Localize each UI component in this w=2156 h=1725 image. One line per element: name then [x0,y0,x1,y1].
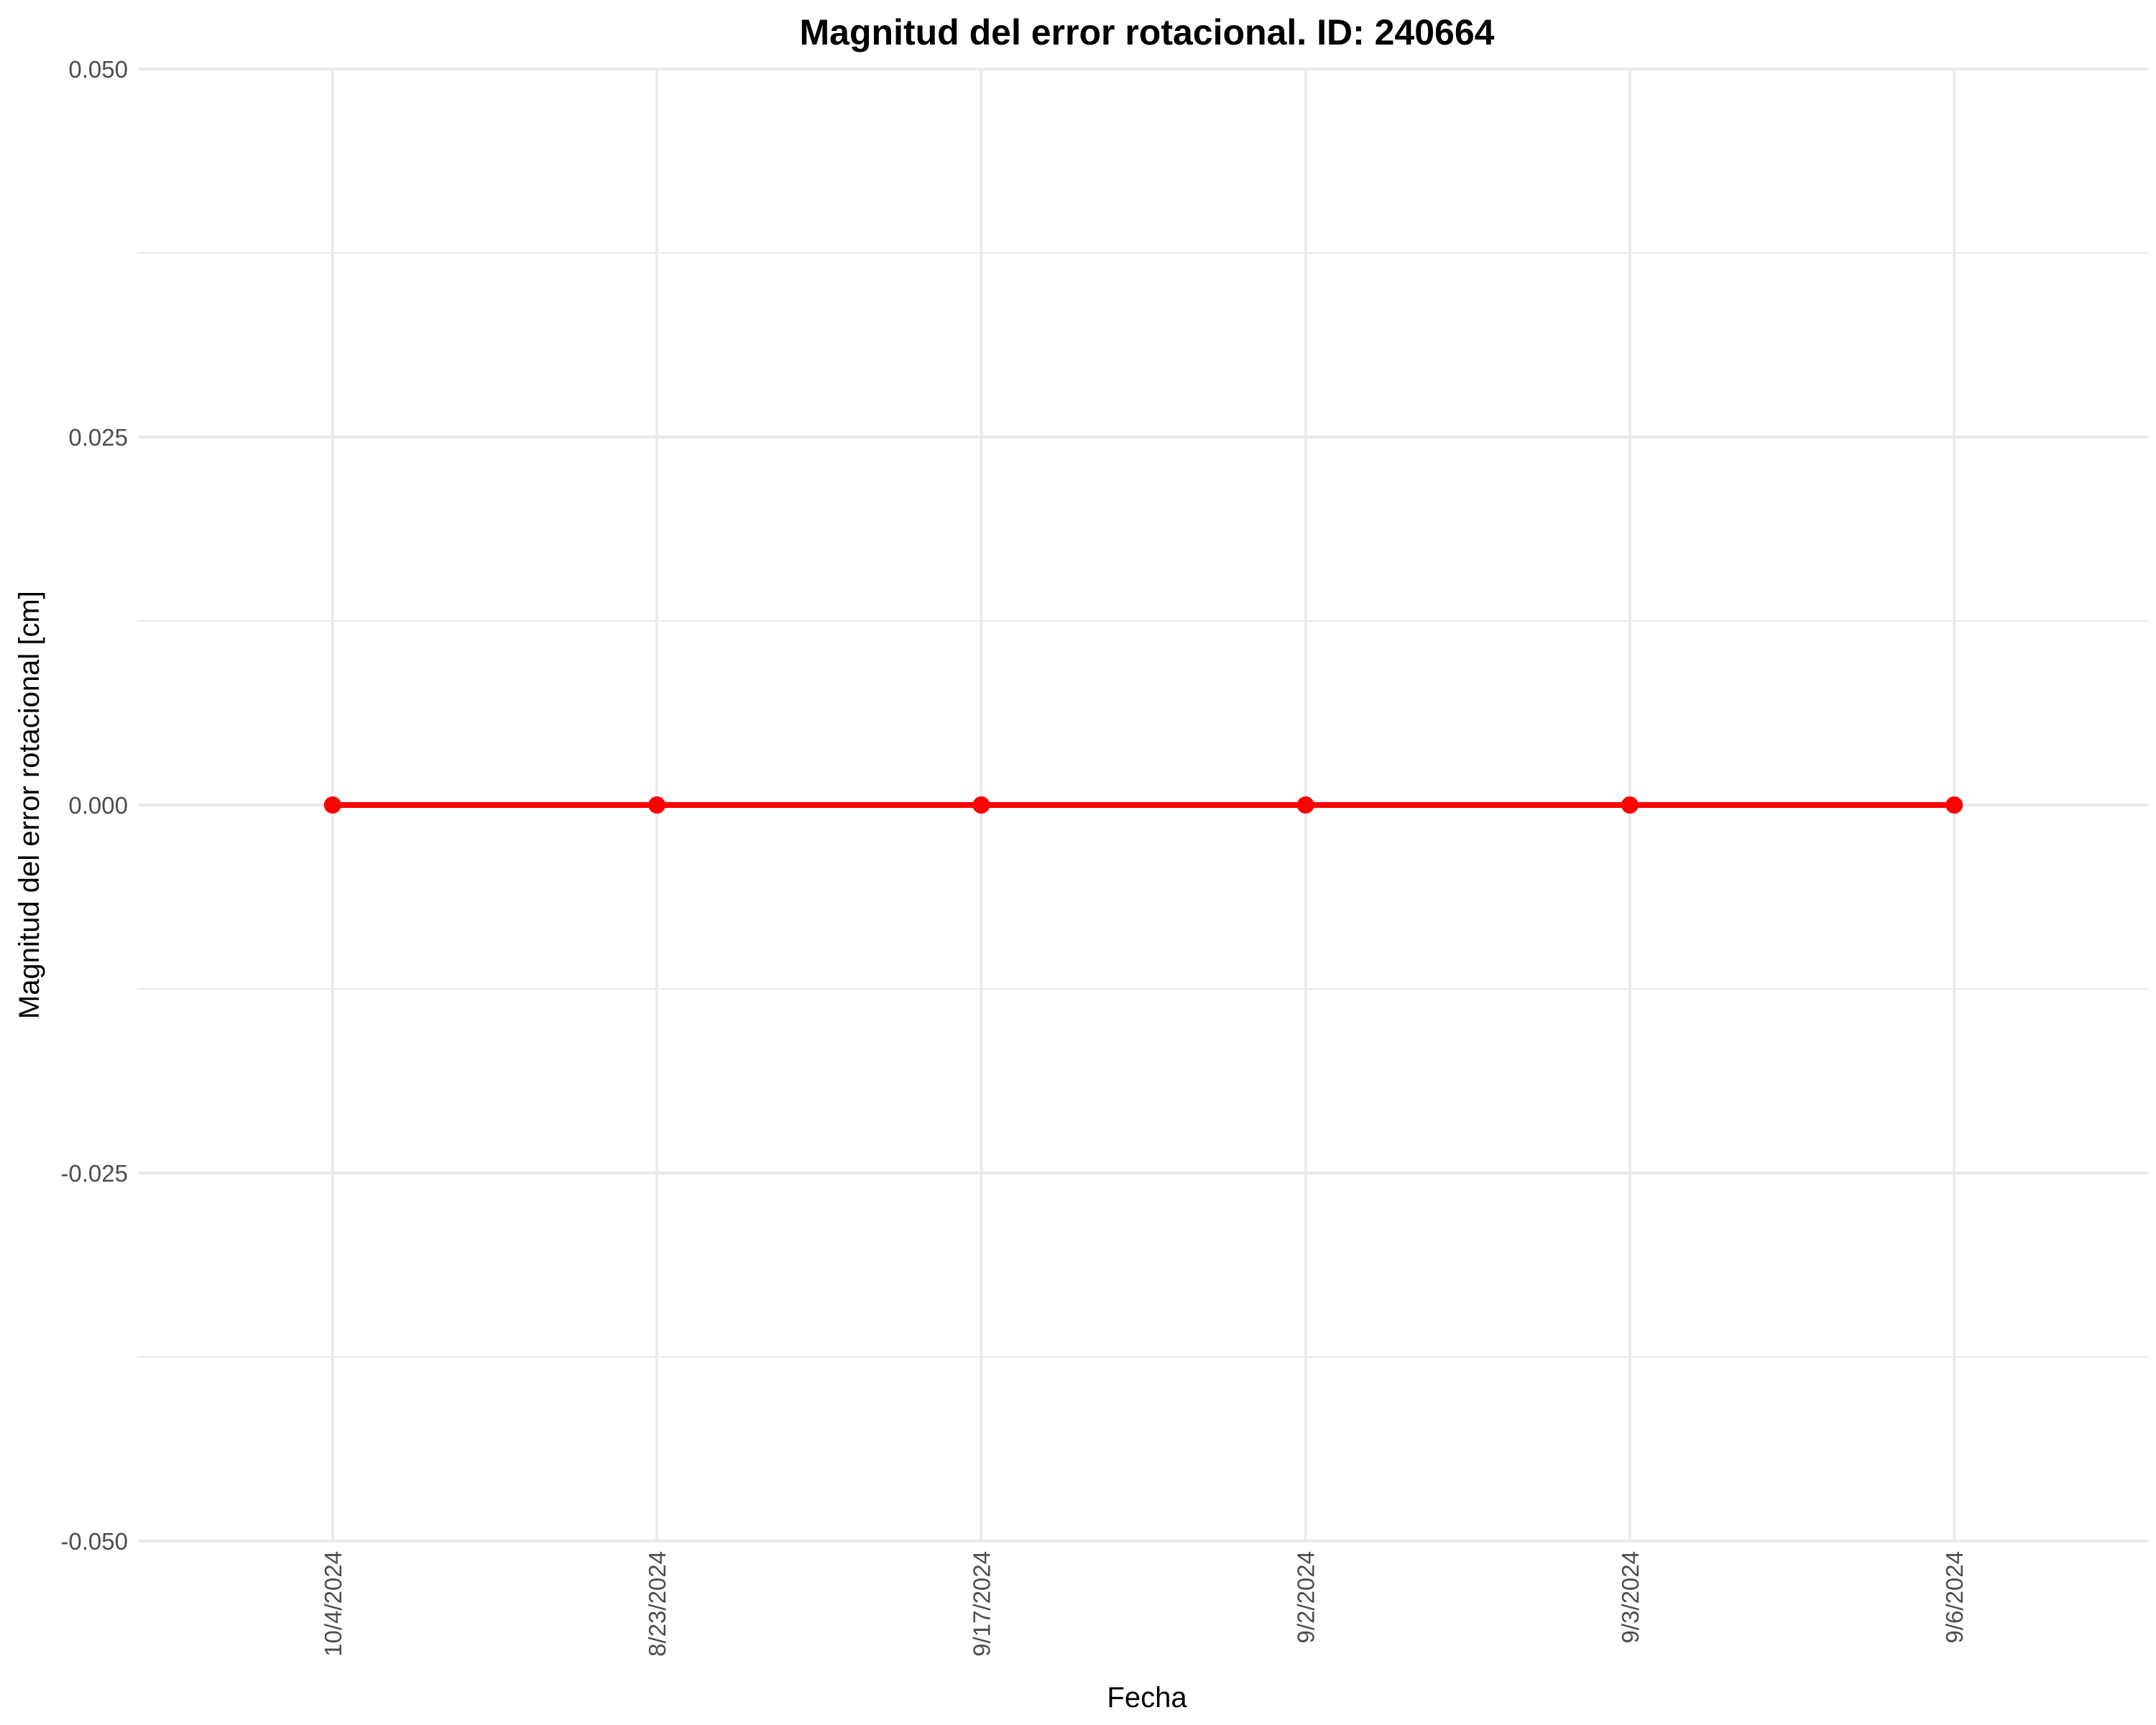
data-point [323,796,341,814]
y-axis-title: Magnitud del error rotacional [cm] [14,591,45,1019]
y-tick-label: -0.025 [60,1160,128,1187]
x-tick-label: 10/4/2024 [320,1551,346,1657]
data-point [1296,796,1314,814]
x-axis-title: Fecha [1107,1682,1187,1714]
data-point [648,796,666,814]
y-tick-label: 0.025 [68,424,128,451]
series-layer [323,796,1963,814]
data-point [1945,796,1963,814]
y-tick-label: 0.050 [68,56,128,83]
chart-title: Magnitud del error rotacional. ID: 24066… [800,12,1495,52]
tick-labels: -0.050 -0.025 0.000 0.025 0.050 10/4/2024 8/23… [60,56,1968,1657]
x-tick-label: 9/17/2024 [968,1551,995,1657]
x-tick-label: 9/2/2024 [1293,1551,1319,1643]
x-tick-label: 9/6/2024 [1941,1551,1968,1643]
y-tick-label: -0.050 [60,1528,128,1555]
data-point [1621,796,1639,814]
y-tick-label: 0.000 [68,792,128,819]
data-point [972,796,990,814]
x-tick-label: 8/23/2024 [644,1551,671,1657]
x-tick-label: 9/3/2024 [1617,1551,1644,1643]
